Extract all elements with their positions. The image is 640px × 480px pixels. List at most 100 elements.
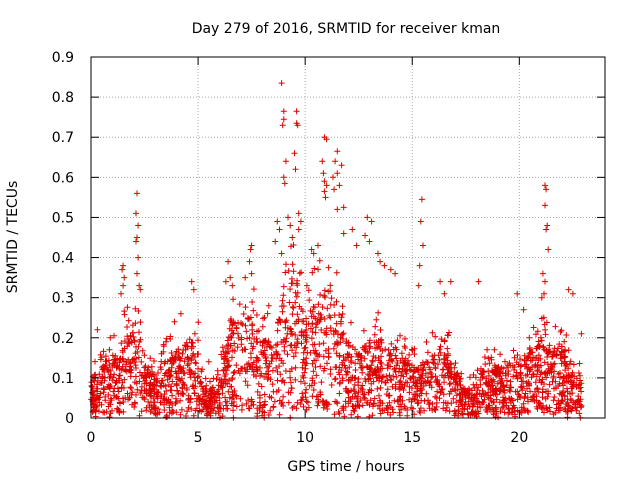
data-point [229,330,236,337]
data-point [502,358,508,365]
data-point [316,341,323,348]
data-point [169,360,176,367]
data-point [357,397,364,404]
data-point [453,399,460,406]
data-point [278,303,285,310]
data-point [229,282,236,289]
data-point [478,393,485,400]
data-point [220,380,227,387]
data-point [195,373,202,380]
y-tick-label: 0.6 [52,170,74,186]
data-point [224,337,231,344]
data-point [249,398,256,405]
data-point [190,371,197,377]
data-point [358,357,365,364]
data-point [302,344,309,351]
data-point [398,372,404,379]
data-point [529,394,536,401]
data-point [261,409,268,416]
data-point [292,166,299,173]
data-point [164,358,171,365]
data-point [353,242,360,249]
data-point [557,351,564,358]
data-point [475,410,482,417]
data-point [239,365,246,372]
data-point [555,345,561,352]
data-point [245,315,251,321]
data-point [323,136,330,143]
data-point [315,242,321,249]
data-point [135,343,142,350]
data-point [287,389,294,396]
data-point [465,385,472,392]
data-point [451,371,458,378]
data-point [331,411,338,418]
data-point [542,182,548,189]
data-point [233,325,240,332]
data-point [198,383,205,390]
data-point [311,265,318,272]
data-point [181,370,188,377]
data-point [366,366,373,373]
data-point [109,407,115,414]
data-point [467,412,474,419]
data-point [168,356,174,363]
data-point [558,343,565,350]
data-point [287,379,294,386]
data-point [205,358,212,365]
data-point [309,375,316,382]
data-point [121,274,128,281]
data-point [348,353,355,360]
data-point [450,376,457,383]
data-point [406,361,413,368]
data-point [529,357,536,364]
data-point [496,388,503,395]
data-point [360,391,367,398]
axis-ticks: 0 0.1 0.2 0.3 0.4 0.5 0.6 0.7 0.8 0.9 0 5 10 15 20 [52,50,605,446]
data-point [138,408,145,415]
data-point [243,400,250,407]
data-point [382,379,389,386]
data-point [332,375,339,382]
data-point [289,311,296,318]
data-point [191,354,198,360]
data-point [548,369,555,376]
data-point [319,158,326,165]
data-point [238,320,244,327]
data-point [561,393,568,400]
data-point [325,264,332,271]
data-point [543,319,550,326]
data-point [538,379,545,386]
data-point [298,269,305,276]
data-point [147,392,154,399]
data-point [561,360,568,366]
data-point [313,372,320,379]
data-point [280,292,287,299]
data-point [102,353,109,360]
data-point [230,407,237,414]
data-point [318,327,325,333]
data-point [255,380,262,387]
data-point [540,402,547,409]
data-point [538,337,545,344]
data-point [327,314,334,321]
data-point [287,374,294,381]
data-point [349,344,356,351]
data-point [242,274,249,281]
data-point [377,258,384,265]
data-point [362,395,369,402]
data-point [293,280,300,287]
chart-title: Day 279 of 2016, SRMTID for receiver kma… [192,21,501,37]
data-point [376,375,383,382]
data-point [359,344,366,351]
data-point [249,330,256,337]
data-point [151,399,158,406]
data-point [300,374,307,381]
data-point [246,316,253,323]
data-point [232,320,239,327]
data-point [151,358,157,364]
data-point [450,395,457,402]
data-point [524,371,531,378]
data-point [564,414,571,421]
data-point [152,405,159,412]
